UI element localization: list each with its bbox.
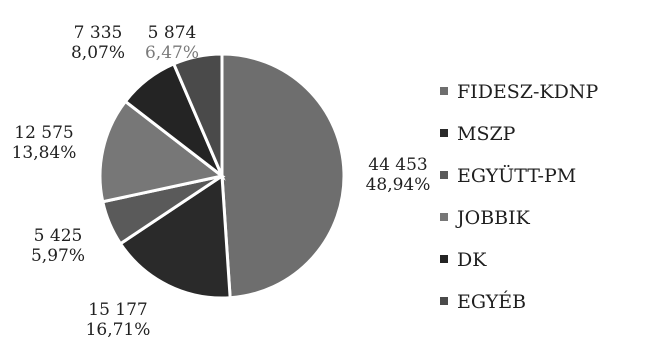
data-label-percent: 5,97%	[31, 246, 85, 266]
pie-slice-mszp	[118, 173, 232, 300]
pie-slice-egy-b	[171, 52, 224, 177]
legend-label: EGYÜTT-PM	[457, 164, 576, 187]
legend-label: MSZP	[457, 123, 516, 145]
data-label-value: 12 575	[14, 123, 73, 143]
data-label-percent: 6,47%	[145, 43, 199, 63]
data-label-value: 7 335	[74, 23, 123, 43]
legend-label: DK	[457, 249, 487, 271]
data-label-value: 5 425	[34, 226, 83, 246]
legend-label: EGYÉB	[457, 290, 526, 313]
legend-label: FIDESZ-KDNP	[457, 81, 598, 103]
legend-swatch	[440, 213, 448, 221]
legend-swatch	[440, 171, 448, 179]
data-label-value: 44 453	[368, 155, 427, 175]
legend: FIDESZ-KDNP MSZP EGYÜTT-PM JOBBIK DK EGYÉB	[440, 81, 598, 313]
pie-slices	[98, 52, 346, 300]
data-label-value: 5 874	[148, 23, 197, 43]
legend-swatch	[440, 255, 448, 263]
data-label-percent: 13,84%	[12, 143, 77, 163]
pie-slice-fidesz-kdnp	[220, 52, 346, 300]
legend-swatch	[440, 129, 448, 137]
legend-label: JOBBIK	[455, 207, 531, 229]
data-label-value: 15 177	[88, 300, 147, 320]
legend-swatch	[440, 297, 448, 305]
data-label-percent: 16,71%	[86, 320, 151, 340]
pie-slice-jobbik	[98, 99, 226, 204]
data-label-percent: 8,07%	[71, 43, 125, 63]
data-label-percent: 48,94%	[366, 175, 431, 195]
legend-swatch	[440, 87, 448, 95]
